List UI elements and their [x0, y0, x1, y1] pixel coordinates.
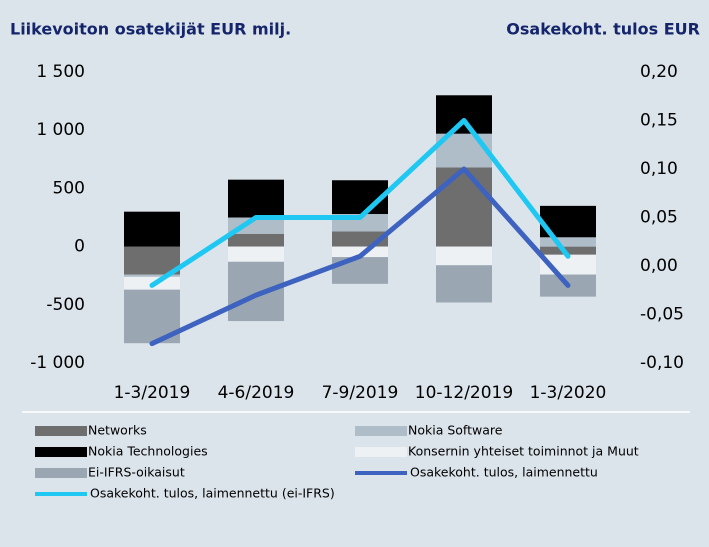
y2-tick-label: 0,00 [640, 256, 678, 276]
bar-segment [436, 167, 492, 247]
legend-swatch [355, 426, 407, 436]
bar-segment [124, 211, 180, 247]
x-tick-label: 1-3/2019 [114, 383, 191, 403]
legend-swatch [355, 447, 407, 457]
bar-segment [436, 265, 492, 303]
line-series [149, 118, 571, 288]
y2-axis-title: Osakekoht. tulos EUR [506, 20, 700, 39]
bar-segment [228, 261, 284, 322]
y-axis-title: Liikevoiton osatekijät EUR milj. [10, 20, 291, 39]
y-tick-label: -1 000 [30, 353, 85, 373]
bar-segment [228, 179, 284, 218]
legend-swatch [35, 426, 87, 436]
y-tick-label: -500 [46, 295, 85, 315]
legend-label: Osakekoht. tulos, laimennettu (ei-IFRS) [90, 486, 335, 501]
legend-label: Konsernin yhteiset toiminnot ja Muut [408, 444, 639, 459]
y2-tick-label: -0,10 [640, 353, 684, 373]
legend-label: Networks [88, 423, 147, 438]
bar-segment [228, 246, 284, 262]
x-tick-label: 1-3/2020 [530, 383, 607, 403]
bar-segment [540, 237, 596, 247]
bar-segment [124, 274, 180, 277]
y-tick-label: 1 500 [36, 62, 85, 82]
y2-tick-label: 0,15 [640, 111, 678, 131]
legend-swatch [35, 468, 87, 478]
legend-label: Nokia Technologies [88, 444, 208, 459]
y-tick-label: 1 000 [36, 120, 85, 140]
x-tick-label: 4-6/2019 [218, 383, 295, 403]
y2-tick-label: 0,10 [640, 159, 678, 179]
legend-label: Ei-IFRS-oikaisut [88, 465, 185, 480]
y2-tick-label: 0,05 [640, 208, 678, 228]
y2-tick-label: 0,20 [640, 62, 678, 82]
bar-segment [228, 217, 284, 234]
bar-segment [436, 246, 492, 266]
bar-segment [228, 233, 284, 247]
x-tick-label: 7-9/2019 [322, 383, 399, 403]
bar-segment [540, 246, 596, 255]
legend-swatch [35, 447, 87, 457]
bar-segment [124, 246, 180, 275]
bar-segment [332, 246, 388, 258]
line-series [149, 166, 571, 347]
legend-label: Nokia Software [408, 423, 503, 438]
legend-label: Osakekoht. tulos, laimennettu [410, 465, 598, 480]
y2-tick-label: -0,05 [640, 305, 684, 325]
y-tick-label: 500 [53, 178, 85, 198]
bar-segment [436, 95, 492, 134]
x-tick-label: 10-12/2019 [415, 383, 513, 403]
y-tick-label: 0 [74, 237, 85, 257]
